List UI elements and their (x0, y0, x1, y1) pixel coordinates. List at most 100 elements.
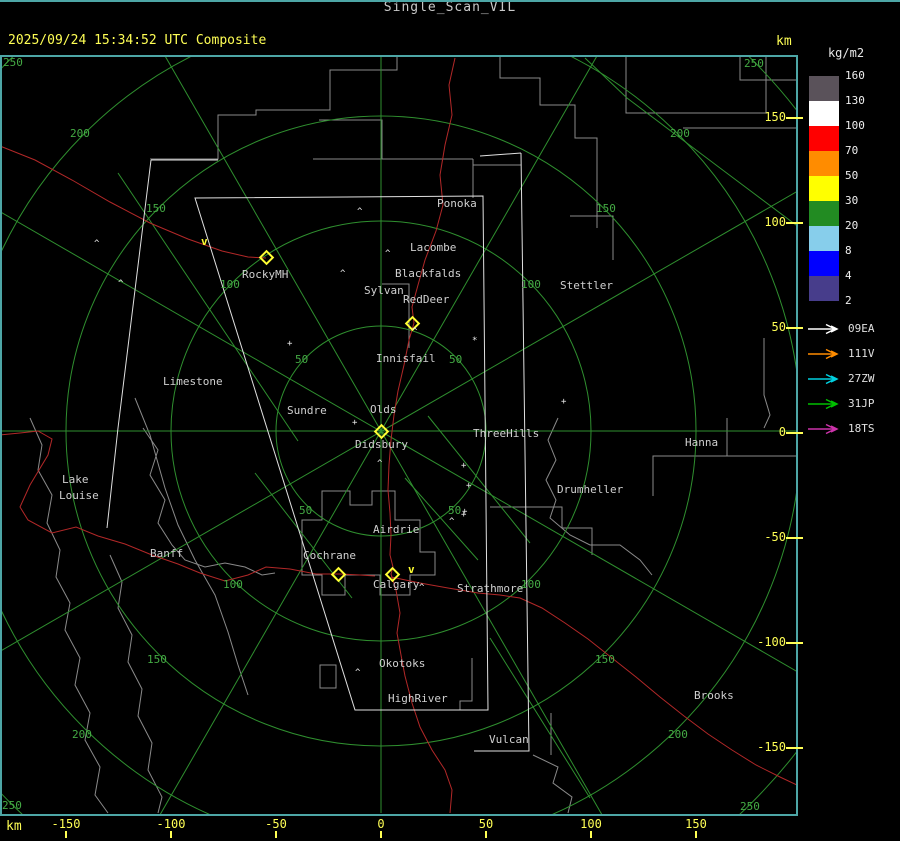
city-label-okotoks: Okotoks (379, 657, 426, 670)
down-arrow-marker: v (201, 235, 208, 248)
bottom-axis-label: 0 (377, 817, 385, 831)
right-axis-label: -100 (757, 635, 786, 649)
scan-timestamp: 2025/09/24 15:34:52 UTC Composite (8, 33, 267, 48)
city-label-drumheller: Drumheller (557, 483, 624, 496)
bottom-axis-tick (380, 831, 382, 838)
radar-id-label: 111V (848, 347, 875, 360)
city-label-limestone: Limestone (163, 375, 223, 388)
range-ring-label: 50 (448, 504, 462, 517)
bottom-axis-tick (170, 831, 172, 838)
city-label-sundre: Sundre (287, 404, 327, 417)
color-scale-block (809, 251, 839, 276)
bottom-axis-label: 100 (580, 817, 602, 831)
city-label-threehills: ThreeHills (473, 427, 540, 440)
right-axis-tick (786, 327, 803, 329)
bottom-axis-tick (485, 831, 487, 838)
right-axis-tick (786, 222, 803, 224)
bottom-axis-tick (275, 831, 277, 838)
bottom-axis-label: -150 (51, 817, 81, 831)
point-marker: ^ (449, 517, 455, 527)
map-frame (0, 55, 798, 816)
range-ring-label: 200 (72, 728, 92, 741)
bottom-axis-label: 50 (478, 817, 494, 831)
radar-arrow-icon (808, 348, 839, 359)
bottom-axis-tick (65, 831, 67, 838)
point-marker: ^ (419, 583, 425, 593)
radar-legend-row: 31JP (806, 391, 875, 416)
range-ring-label: 50 (295, 353, 309, 366)
point-marker: ^ (357, 207, 363, 217)
radar-id-label: 27ZW (848, 372, 875, 385)
point-marker: + (461, 461, 467, 471)
point-marker: ^ (355, 668, 361, 678)
radar-legend-row: 18TS (806, 416, 875, 441)
city-label-brooks: Brooks (694, 689, 734, 702)
radar-legend-row: 27ZW (806, 366, 875, 391)
range-ring-label: 250 (2, 799, 22, 812)
range-ring-label: 200 (668, 728, 688, 741)
range-ring-label: 200 (70, 127, 90, 140)
range-ring-label: 150 (595, 653, 615, 666)
color-scale-unit: kg/m2 (827, 46, 865, 60)
radar-id-label: 18TS (848, 422, 875, 435)
color-scale-block (809, 226, 839, 251)
color-scale-value: 20 (845, 219, 859, 232)
radar-arrow-icon (808, 423, 839, 434)
city-label-olds: Olds (370, 403, 397, 416)
color-scale-block (809, 126, 839, 151)
point-marker: + (352, 418, 358, 428)
color-scale-value: 4 (845, 269, 852, 282)
right-axis-label: 0 (778, 425, 786, 439)
city-label-blackfalds: Blackfalds (395, 267, 462, 280)
down-arrow-marker: v (408, 563, 415, 576)
city-label-ponoka: Ponoka (437, 197, 477, 210)
radar-legend-row: 09EA (806, 316, 875, 341)
range-ring-label: 200 (670, 127, 690, 140)
right-axis-label: -150 (757, 740, 786, 754)
color-scale-block (809, 176, 839, 201)
right-axis-unit-label: km (776, 34, 792, 49)
range-ring-label: 150 (596, 202, 616, 215)
bottom-axis-tick (695, 831, 697, 838)
radar-arrow-icon (808, 323, 839, 334)
right-axis-label: 150 (764, 110, 786, 124)
title-divider (0, 0, 900, 2)
city-label-vulcan: Vulcan (489, 733, 529, 746)
color-scale-value: 2 (845, 294, 852, 307)
county-boundaries (29, 57, 796, 814)
point-marker: * (472, 336, 478, 346)
bottom-axis-label: -100 (156, 817, 186, 831)
right-axis-tick (786, 432, 803, 434)
range-ring-label: 100 (521, 278, 541, 291)
color-scale-block (809, 201, 839, 226)
city-label-stettler: Stettler (560, 279, 613, 292)
color-scale-value: 130 (845, 94, 865, 107)
city-label-innisfail: Innisfail (376, 352, 436, 365)
range-ring-label: 100 (220, 278, 240, 291)
radar-sector-outlines (106, 152, 530, 752)
color-scale-block (809, 276, 839, 301)
color-scale-value: 100 (845, 119, 865, 132)
range-ring-label: 50 (299, 504, 313, 517)
point-marker: ^ (385, 249, 391, 259)
right-axis-tick (786, 537, 803, 539)
color-scale-block (809, 151, 839, 176)
color-scale-value: 30 (845, 194, 859, 207)
point-marker: + (462, 507, 468, 517)
range-ring-label: 250 (3, 56, 23, 69)
city-label-lacombe: Lacombe (410, 241, 457, 254)
range-ring-label: 100 (223, 578, 243, 591)
radar-arrow-icon (808, 398, 839, 409)
radar-legend-row: 111V (806, 341, 875, 366)
point-marker: ^ (340, 269, 346, 279)
city-label-banff: Banff (150, 547, 184, 560)
bottom-axis-tick (590, 831, 592, 838)
city-label-lake: Lake (62, 473, 89, 486)
radar-map-canvas[interactable]: Ponoka Lacombe Blackfalds Sylvan RedDeer Stet… (0, 55, 798, 816)
radar-id-label: 09EA (848, 322, 875, 335)
city-label-airdrie: Airdrie (373, 523, 420, 536)
point-marker: ^ (412, 327, 418, 337)
range-ring-label: 150 (146, 202, 166, 215)
city-label-cochrane: Cochrane (303, 549, 356, 562)
point-marker: + (287, 339, 293, 349)
